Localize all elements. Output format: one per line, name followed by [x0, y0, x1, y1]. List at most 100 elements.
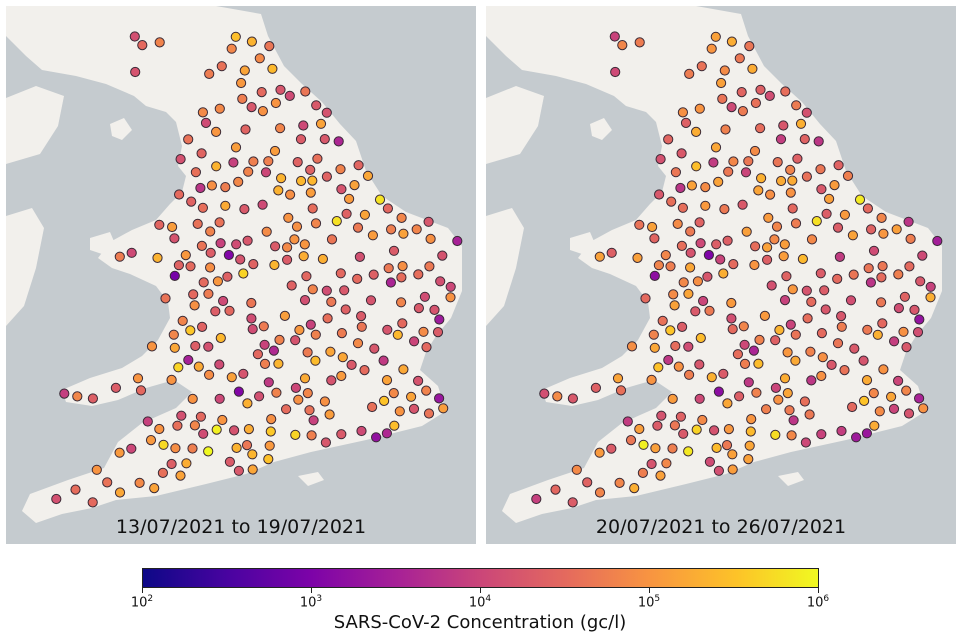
site-marker [829, 180, 840, 191]
site-marker [765, 189, 776, 200]
site-marker [187, 393, 198, 404]
site-marker [720, 124, 731, 135]
site-marker [425, 233, 436, 244]
site-marker [368, 269, 379, 280]
site-marker [836, 321, 847, 332]
site-marker [87, 497, 98, 508]
site-marker [419, 291, 430, 302]
site-marker [145, 435, 157, 446]
colorbar-tick [142, 588, 143, 593]
site-marker [691, 126, 702, 138]
site-marker [778, 251, 789, 262]
site-marker [212, 276, 223, 287]
site-marker [799, 134, 810, 145]
site-marker [901, 385, 912, 396]
site-marker [816, 328, 827, 339]
site-marker [352, 338, 364, 349]
site-marker [847, 230, 858, 241]
colorbar-tick-label: 104 [468, 594, 492, 611]
site-marker [727, 324, 738, 335]
site-marker [307, 203, 318, 214]
site-marker [396, 272, 407, 283]
site-marker [421, 342, 432, 353]
site-marker [246, 313, 257, 324]
site-marker [670, 167, 681, 178]
site-marker [413, 303, 424, 314]
site-marker [398, 228, 409, 239]
colorbar-tick [649, 588, 650, 593]
site-marker [452, 235, 463, 247]
site-marker [806, 296, 817, 307]
site-marker [236, 77, 247, 89]
site-marker [609, 31, 620, 42]
site-marker [59, 388, 70, 399]
site-marker [196, 148, 207, 159]
site-marker [264, 440, 275, 451]
site-marker [396, 212, 407, 223]
site-marker [719, 204, 730, 215]
site-marker [226, 43, 237, 54]
site-marker [806, 375, 817, 386]
site-marker [382, 203, 393, 214]
site-marker [787, 175, 798, 186]
site-marker [261, 226, 272, 237]
site-marker [418, 326, 429, 337]
site-marker [149, 483, 160, 494]
site-marker [866, 224, 877, 235]
site-marker [773, 394, 784, 405]
site-marker [114, 251, 125, 262]
site-marker [614, 477, 625, 488]
site-marker [677, 107, 688, 118]
site-marker [685, 262, 696, 273]
site-marker [154, 37, 165, 48]
site-marker [749, 145, 761, 157]
site-marker [282, 254, 293, 265]
site-marker [776, 175, 787, 187]
site-marker [876, 212, 887, 223]
site-marker [423, 408, 435, 419]
site-marker [305, 319, 316, 330]
site-marker [622, 416, 633, 427]
site-marker [298, 251, 309, 262]
site-marker [296, 175, 307, 187]
site-marker [750, 97, 761, 109]
site-marker [220, 182, 231, 193]
site-marker [190, 340, 201, 352]
site-marker [195, 411, 206, 422]
site-marker [169, 270, 180, 281]
site-marker [851, 432, 862, 443]
site-marker [175, 154, 186, 165]
site-marker [839, 365, 850, 376]
site-marker [247, 464, 258, 475]
site-marker [677, 321, 688, 332]
site-marker [238, 368, 249, 379]
site-marker [788, 415, 799, 426]
site-marker [732, 349, 743, 360]
site-marker [326, 375, 337, 386]
site-marker [413, 269, 424, 280]
site-marker [695, 238, 706, 249]
site-marker [301, 271, 312, 282]
site-marker [263, 156, 274, 167]
site-marker [233, 465, 244, 476]
site-marker [352, 273, 363, 284]
site-marker [434, 393, 445, 404]
site-marker [650, 443, 661, 454]
site-marker [754, 334, 765, 345]
site-marker [676, 240, 687, 251]
site-marker [697, 414, 708, 426]
site-marker [905, 233, 916, 244]
site-marker [233, 386, 244, 397]
site-marker [284, 90, 295, 102]
site-marker [861, 375, 873, 386]
site-marker [889, 336, 900, 347]
site-marker [246, 36, 257, 47]
site-marker [242, 398, 253, 409]
site-marker [782, 347, 793, 358]
site-marker [684, 369, 695, 380]
site-marker [254, 391, 265, 402]
site-marker [353, 160, 364, 171]
site-marker [214, 217, 225, 228]
site-marker [836, 425, 847, 437]
site-marker [590, 382, 602, 393]
